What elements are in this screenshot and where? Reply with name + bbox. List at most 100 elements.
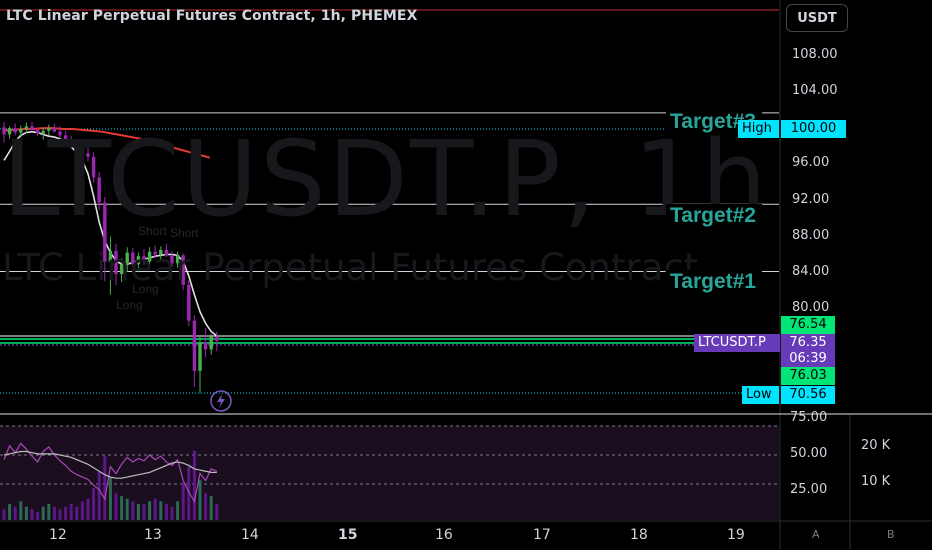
candle-body	[69, 140, 73, 147]
candle-body	[192, 320, 197, 371]
volume-bar	[52, 506, 56, 520]
candle-body	[35, 129, 40, 134]
volume-bar	[30, 509, 34, 520]
candle-body	[131, 252, 135, 265]
candle-body	[175, 255, 180, 264]
time-tick: 17	[533, 527, 551, 543]
lightning-event-icon[interactable]	[210, 390, 232, 412]
candle-body	[119, 264, 124, 275]
target-2-label: Target#2	[666, 204, 762, 228]
lower-level-tag: 76.03	[781, 367, 835, 385]
price-levels	[0, 112, 779, 394]
price-tick: 84.00	[792, 264, 830, 279]
volume-bar	[64, 506, 68, 520]
volume-bar	[120, 496, 124, 520]
candle-body	[181, 255, 185, 285]
candle-body	[97, 177, 101, 203]
volume-bar	[8, 504, 12, 520]
volume-bar	[142, 504, 146, 520]
price-tick: 88.00	[792, 228, 830, 243]
volume-bar	[69, 504, 73, 520]
volume-bar	[13, 506, 17, 520]
volume-bars	[2, 450, 219, 520]
volume-bar	[164, 504, 168, 520]
volume-bar	[41, 506, 45, 520]
short-label-2: Short	[170, 226, 199, 240]
candle-body	[215, 336, 219, 341]
candle-body	[114, 250, 118, 275]
candle-body	[86, 153, 90, 157]
candles	[2, 121, 219, 393]
candle-body	[108, 250, 113, 262]
volume-bar	[131, 501, 135, 520]
indicator-tick: 25.00	[790, 482, 828, 497]
price-tick: 96.00	[792, 155, 830, 170]
currency-button[interactable]: USDT	[786, 4, 848, 32]
countdown-tag: 06:39	[781, 350, 835, 368]
low-value-tag: 70.56	[781, 386, 835, 404]
last-price-tag: 76.35	[781, 334, 835, 352]
volume-bar	[58, 509, 62, 520]
price-tick: 104.00	[792, 83, 838, 98]
candle-body	[159, 249, 163, 255]
rsi-ma-line	[3, 450, 217, 479]
volume-bar	[2, 509, 6, 520]
volume-bar	[114, 493, 118, 520]
volume-bar	[181, 482, 185, 520]
time-tick: 16	[435, 527, 453, 543]
candle-body	[52, 128, 57, 132]
auto-scale-button[interactable]: A	[812, 528, 820, 541]
symbol-price-tag: LTCUSDT.P	[694, 334, 780, 352]
time-tick: 19	[727, 527, 745, 543]
volume-bar	[92, 488, 96, 520]
candle-body	[7, 128, 12, 135]
rsi-lines	[3, 442, 218, 504]
candle-body	[147, 251, 152, 262]
candle-body	[164, 249, 169, 256]
volume-bar	[103, 456, 107, 520]
volume-bar	[47, 504, 51, 520]
candle-body	[47, 128, 51, 131]
short-label-1: Short	[138, 224, 167, 238]
chart-title: LTC Linear Perpetual Futures Contract, 1…	[6, 8, 418, 24]
rsi-band-fill	[0, 426, 779, 520]
candle-body	[58, 131, 62, 136]
candle-body	[203, 342, 208, 350]
target-1-label: Target#1	[666, 270, 762, 294]
candle-body	[136, 256, 141, 265]
candle-body	[153, 251, 157, 255]
time-tick: 13	[144, 527, 162, 543]
volume-bar	[125, 498, 129, 520]
candle-body	[24, 126, 29, 129]
indicator-tick: 50.00	[790, 446, 828, 461]
candle-body	[103, 202, 107, 262]
candle-body	[142, 256, 146, 262]
price-tick: 108.00	[792, 47, 838, 62]
candle-body	[13, 128, 17, 133]
long-label-2: Long	[116, 298, 143, 312]
price-tick: 92.00	[792, 192, 830, 207]
volume-bar	[153, 498, 157, 520]
b-button[interactable]: B	[887, 528, 895, 541]
time-tick-bold: 15	[338, 527, 358, 543]
candle-body	[125, 252, 129, 265]
candle-body	[187, 284, 191, 321]
candle-body	[198, 342, 202, 371]
high-value-tag: 100.00	[781, 120, 846, 138]
long-label-1: Long	[132, 282, 159, 296]
low-label-tag: Low	[742, 386, 779, 404]
time-tick: 12	[49, 527, 67, 543]
volume-bar	[176, 501, 180, 520]
candle-body	[41, 130, 45, 134]
time-tick: 18	[630, 527, 648, 543]
volume-bar	[136, 504, 140, 520]
candle-body	[75, 146, 79, 151]
candle-body	[170, 255, 174, 264]
volume-bar	[198, 480, 202, 520]
volume-tick: 20 K	[861, 438, 891, 453]
volume-bar	[108, 477, 112, 520]
volume-bar	[159, 501, 163, 520]
price-tick: 80.00	[792, 300, 830, 315]
candle-body	[19, 129, 23, 133]
